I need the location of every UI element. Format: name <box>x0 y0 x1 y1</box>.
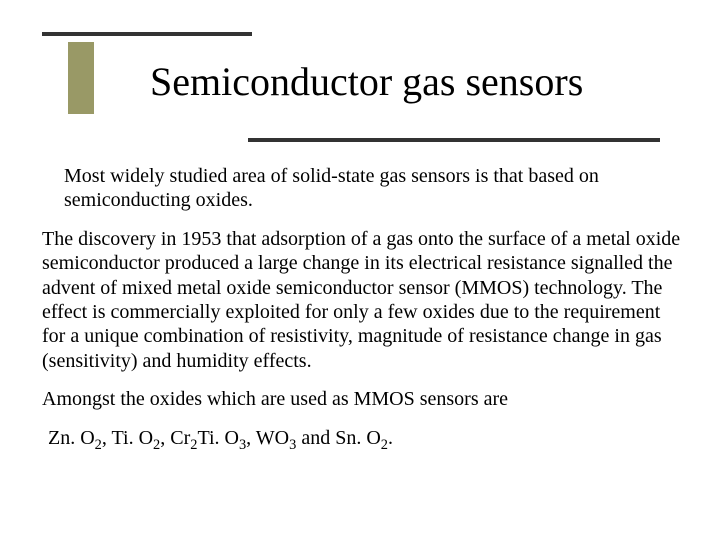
paragraph-4: Zn. O2, Ti. O2, Cr2Ti. O3, WO3 and Sn. O… <box>48 426 670 450</box>
mid-rule <box>248 138 660 142</box>
paragraph-3: Amongst the oxides which are used as MMO… <box>42 387 670 411</box>
paragraph-1: Most widely studied area of solid-state … <box>64 164 670 213</box>
slide-title: Semiconductor gas sensors <box>150 58 583 105</box>
slide-body: Most widely studied area of solid-state … <box>60 164 670 464</box>
accent-box <box>68 42 94 114</box>
paragraph-2: The discovery in 1953 that adsorption of… <box>42 227 682 373</box>
top-rule <box>42 32 252 36</box>
